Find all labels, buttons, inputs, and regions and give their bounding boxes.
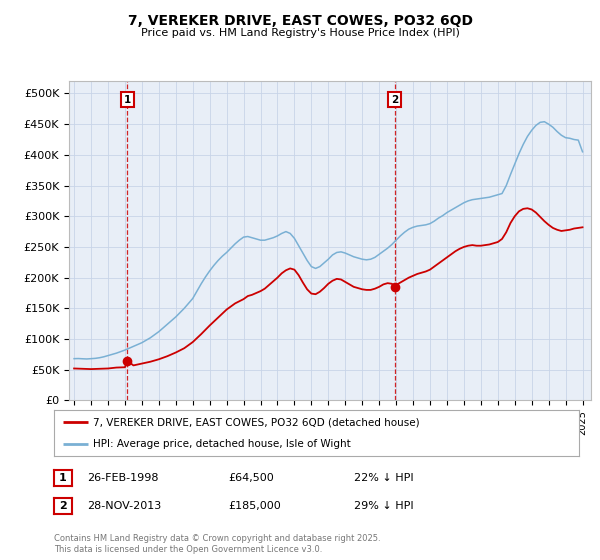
Text: 29% ↓ HPI: 29% ↓ HPI (354, 501, 413, 511)
Text: 26-FEB-1998: 26-FEB-1998 (87, 473, 158, 483)
Text: 22% ↓ HPI: 22% ↓ HPI (354, 473, 413, 483)
Text: Contains HM Land Registry data © Crown copyright and database right 2025.
This d: Contains HM Land Registry data © Crown c… (54, 534, 380, 554)
Text: £64,500: £64,500 (228, 473, 274, 483)
Text: 2: 2 (59, 501, 67, 511)
Text: Price paid vs. HM Land Registry's House Price Index (HPI): Price paid vs. HM Land Registry's House … (140, 28, 460, 38)
Text: HPI: Average price, detached house, Isle of Wight: HPI: Average price, detached house, Isle… (94, 440, 351, 450)
Text: 28-NOV-2013: 28-NOV-2013 (87, 501, 161, 511)
Text: 1: 1 (59, 473, 67, 483)
Text: 2: 2 (391, 95, 398, 105)
Text: 7, VEREKER DRIVE, EAST COWES, PO32 6QD: 7, VEREKER DRIVE, EAST COWES, PO32 6QD (128, 14, 473, 28)
Text: £185,000: £185,000 (228, 501, 281, 511)
Text: 1: 1 (124, 95, 131, 105)
Text: 7, VEREKER DRIVE, EAST COWES, PO32 6QD (detached house): 7, VEREKER DRIVE, EAST COWES, PO32 6QD (… (94, 417, 420, 427)
